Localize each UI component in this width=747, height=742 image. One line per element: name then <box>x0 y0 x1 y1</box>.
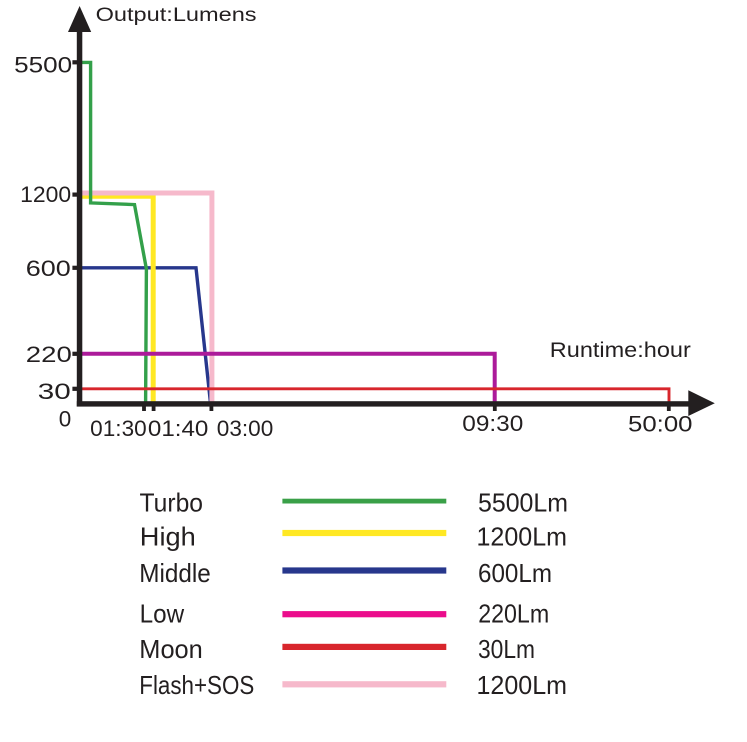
svg-text:High: High <box>140 522 196 552</box>
svg-text:220: 220 <box>26 342 72 367</box>
svg-text:30Lm: 30Lm <box>478 634 535 664</box>
svg-text:50:00: 50:00 <box>628 412 693 437</box>
svg-text:5500: 5500 <box>14 52 72 77</box>
svg-text:01:30: 01:30 <box>90 416 147 441</box>
svg-text:220Lm: 220Lm <box>478 599 549 629</box>
svg-text:600Lm: 600Lm <box>478 558 552 588</box>
svg-text:1200: 1200 <box>20 182 71 207</box>
svg-text:03:00: 03:00 <box>217 416 273 441</box>
svg-text:Middle: Middle <box>139 558 211 588</box>
svg-text:09:30: 09:30 <box>462 411 523 436</box>
svg-text:Turbo: Turbo <box>140 488 204 518</box>
svg-text:01:40: 01:40 <box>148 416 209 441</box>
svg-text:1200Lm: 1200Lm <box>477 522 568 552</box>
svg-text:Output:Lumens: Output:Lumens <box>96 4 257 26</box>
svg-text:Low: Low <box>140 599 185 629</box>
svg-text:0: 0 <box>59 407 72 432</box>
svg-text:Runtime:hour: Runtime:hour <box>550 338 691 362</box>
svg-text:600: 600 <box>26 256 71 281</box>
svg-text:Moon: Moon <box>139 634 203 664</box>
svg-text:Flash+SOS: Flash+SOS <box>139 670 254 700</box>
svg-text:5500Lm: 5500Lm <box>478 488 568 518</box>
svg-text:30: 30 <box>38 379 71 404</box>
svg-text:1200Lm: 1200Lm <box>477 670 568 700</box>
